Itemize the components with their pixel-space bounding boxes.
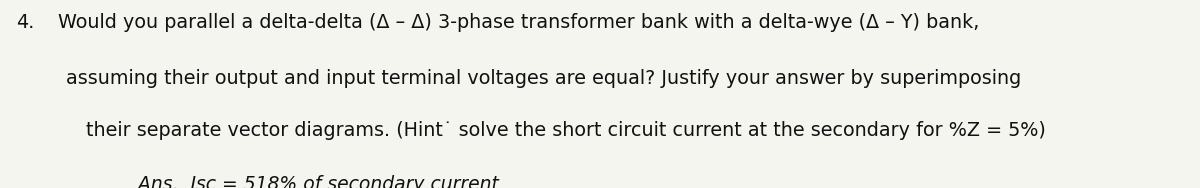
Text: their separate vector diagrams. (Hint˙ solve the short circuit current at the se: their separate vector diagrams. (Hint˙ s… — [86, 121, 1046, 140]
Text: Would you parallel a delta-delta (Δ – Δ) 3-phase transformer bank with a delta-w: Would you parallel a delta-delta (Δ – Δ)… — [58, 13, 979, 32]
Text: Ans.  Isc = 518% of secondary current: Ans. Isc = 518% of secondary current — [138, 175, 499, 188]
Text: assuming their output and input terminal voltages are equal? Justify your answer: assuming their output and input terminal… — [66, 69, 1021, 88]
Text: 4.: 4. — [16, 13, 34, 32]
